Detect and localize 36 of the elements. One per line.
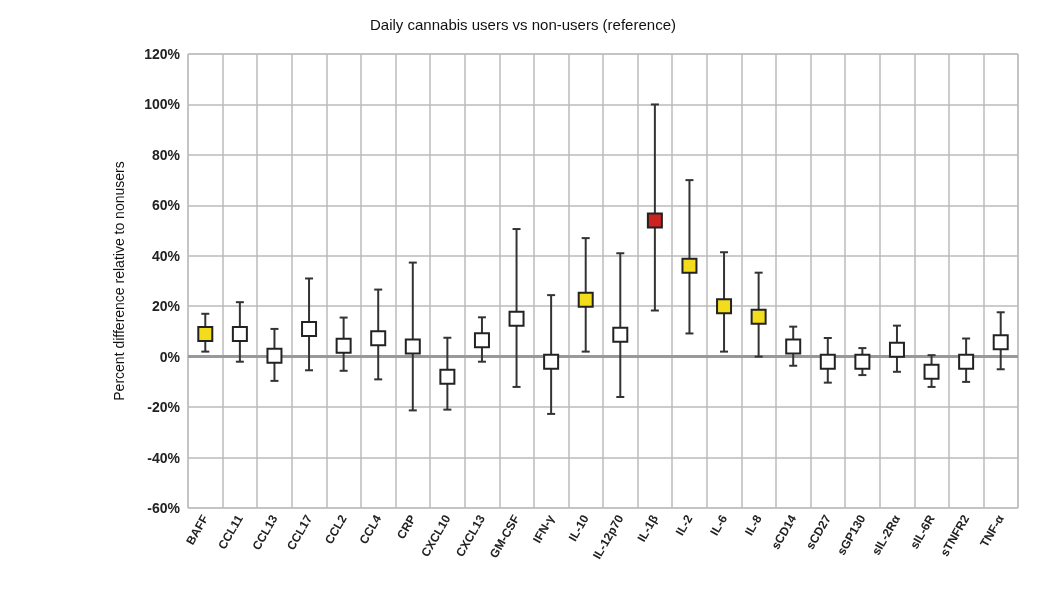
point — [612, 326, 629, 343]
point — [888, 341, 905, 358]
point — [508, 310, 525, 327]
y-tick-label: 40% — [151, 247, 181, 264]
point — [266, 347, 283, 364]
point — [439, 368, 456, 385]
point — [646, 212, 663, 229]
y-tick-label: 100% — [144, 96, 181, 113]
point — [335, 337, 352, 354]
point — [577, 291, 594, 308]
y-tick-label: 80% — [151, 146, 181, 163]
y-tick-label: 120% — [144, 46, 181, 62]
point — [750, 308, 767, 325]
point — [404, 338, 421, 355]
y-axis-title: Percent difference relative to nonusers — [111, 161, 127, 401]
point — [854, 353, 871, 370]
y-tick-label: 0% — [159, 348, 181, 365]
point — [819, 353, 836, 370]
y-tick-label: 60% — [151, 197, 181, 214]
point — [681, 257, 698, 274]
point — [923, 363, 940, 380]
point — [543, 353, 560, 370]
y-tick-label: -20% — [147, 399, 181, 416]
y-tick-label: -40% — [147, 449, 181, 466]
chart-title: Daily cannabis users vs non-users (reference) — [370, 16, 676, 33]
point — [992, 334, 1009, 351]
point — [231, 325, 248, 342]
y-tick-label: 20% — [151, 298, 181, 315]
point — [785, 338, 802, 355]
point — [716, 298, 733, 315]
point — [958, 353, 975, 370]
point — [301, 320, 318, 337]
y-tick-label: -60% — [147, 500, 181, 516]
point — [197, 325, 214, 342]
point — [473, 332, 490, 349]
point — [370, 330, 387, 347]
